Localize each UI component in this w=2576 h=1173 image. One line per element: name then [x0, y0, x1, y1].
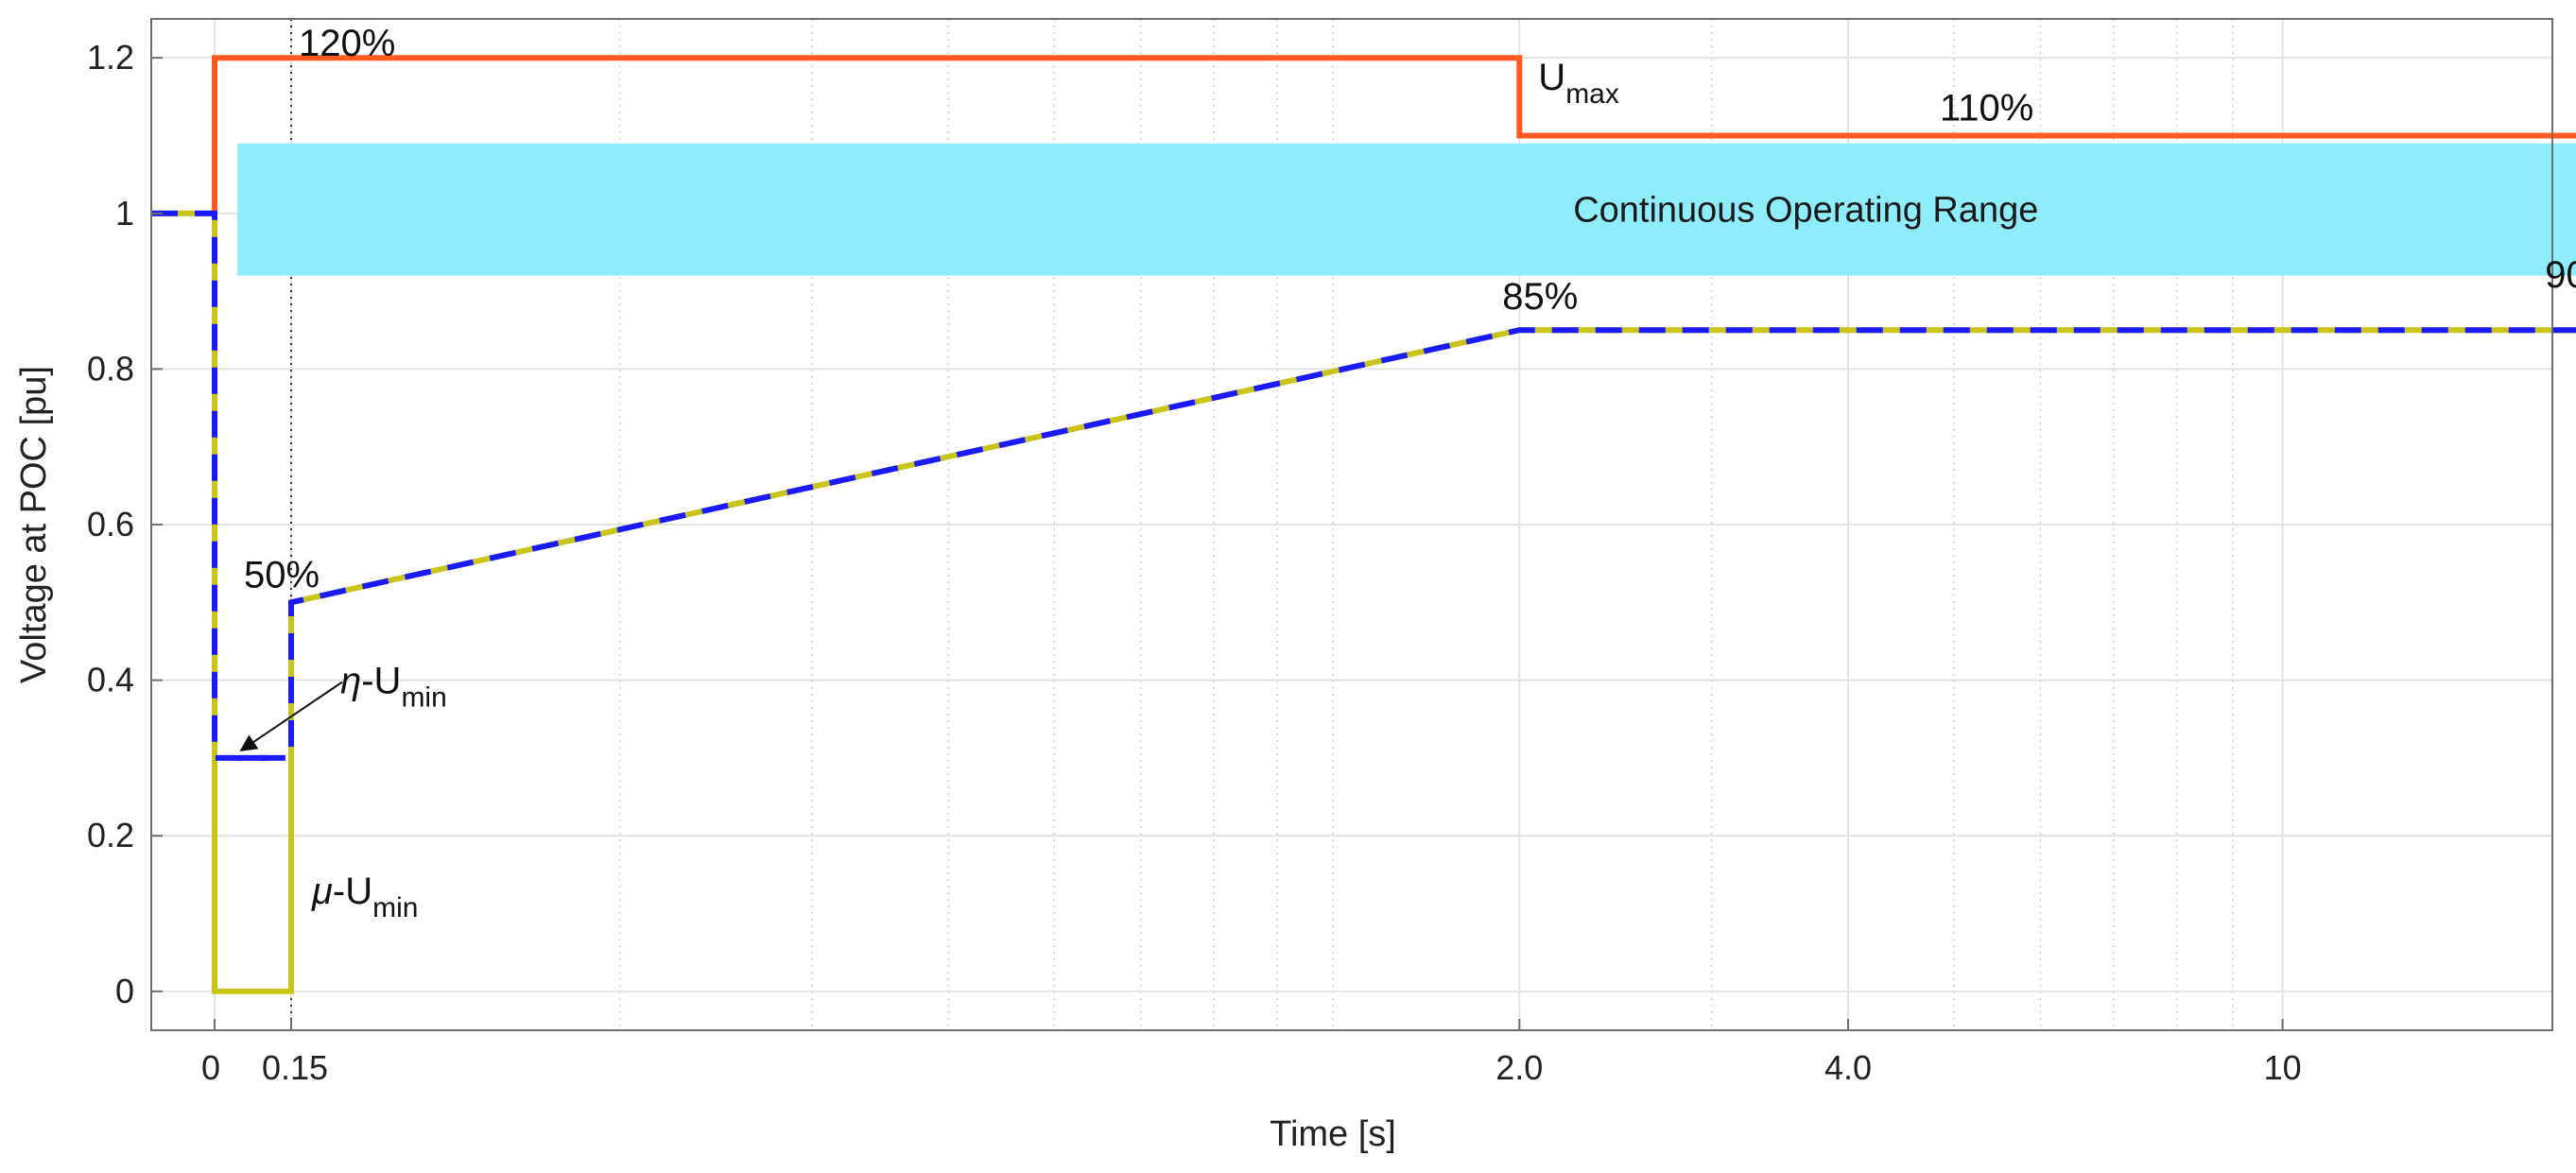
x-tick-label: 2.0 [1495, 1048, 1543, 1087]
annotation-label: 90% [2545, 254, 2576, 296]
eta-umin-label-greek: η [340, 661, 361, 702]
mu-umin-label-sub: min [372, 892, 418, 923]
y-tick-label: 0 [115, 972, 134, 1010]
eta-umin-label: η-Umin [340, 661, 447, 714]
y-tick-label: 0.4 [87, 661, 134, 699]
annotation-label: 85% [1502, 276, 1578, 318]
umax-label-sub: max [1565, 78, 1619, 110]
annotation-label: 110% [1940, 87, 2033, 129]
mu-umin-label-greek: μ [311, 871, 333, 912]
y-axis-title: Voltage at POC [pu] [14, 366, 54, 683]
band-label: Continuous Operating Range [1573, 191, 2038, 231]
x-tick-label: 4.0 [1824, 1048, 1872, 1087]
continuous-operating-range-band [237, 143, 2576, 276]
series-line-eta-u-min [151, 210, 2576, 761]
y-tick-label: 0.6 [87, 505, 134, 543]
x-tick-label: 0 [201, 1048, 220, 1087]
eta-umin-label-sub: min [401, 682, 446, 714]
umax-label-main: U [1538, 57, 1565, 98]
series-line-u-max [212, 55, 2576, 214]
x-tick-label: 10 [2264, 1048, 2302, 1087]
y-tick-label: 1.2 [87, 38, 134, 77]
y-tick-label: 0.8 [87, 349, 134, 388]
x-tick-label: 0.15 [262, 1048, 328, 1087]
eta-umin-arrow [239, 681, 343, 751]
mu-umin-label: μ-Umin [311, 871, 418, 923]
y-tick-label: 0.2 [87, 816, 134, 854]
annotation-label: 120% [299, 23, 395, 64]
annotation-label: 50% [244, 554, 320, 595]
eta-umin-label-main: -U [361, 661, 401, 702]
mu-umin-label-main: -U [333, 871, 372, 912]
y-tick-label: 1 [115, 194, 134, 233]
umax-label: Umax [1538, 57, 1619, 110]
x-axis-title: Time [s] [1270, 1114, 1396, 1154]
